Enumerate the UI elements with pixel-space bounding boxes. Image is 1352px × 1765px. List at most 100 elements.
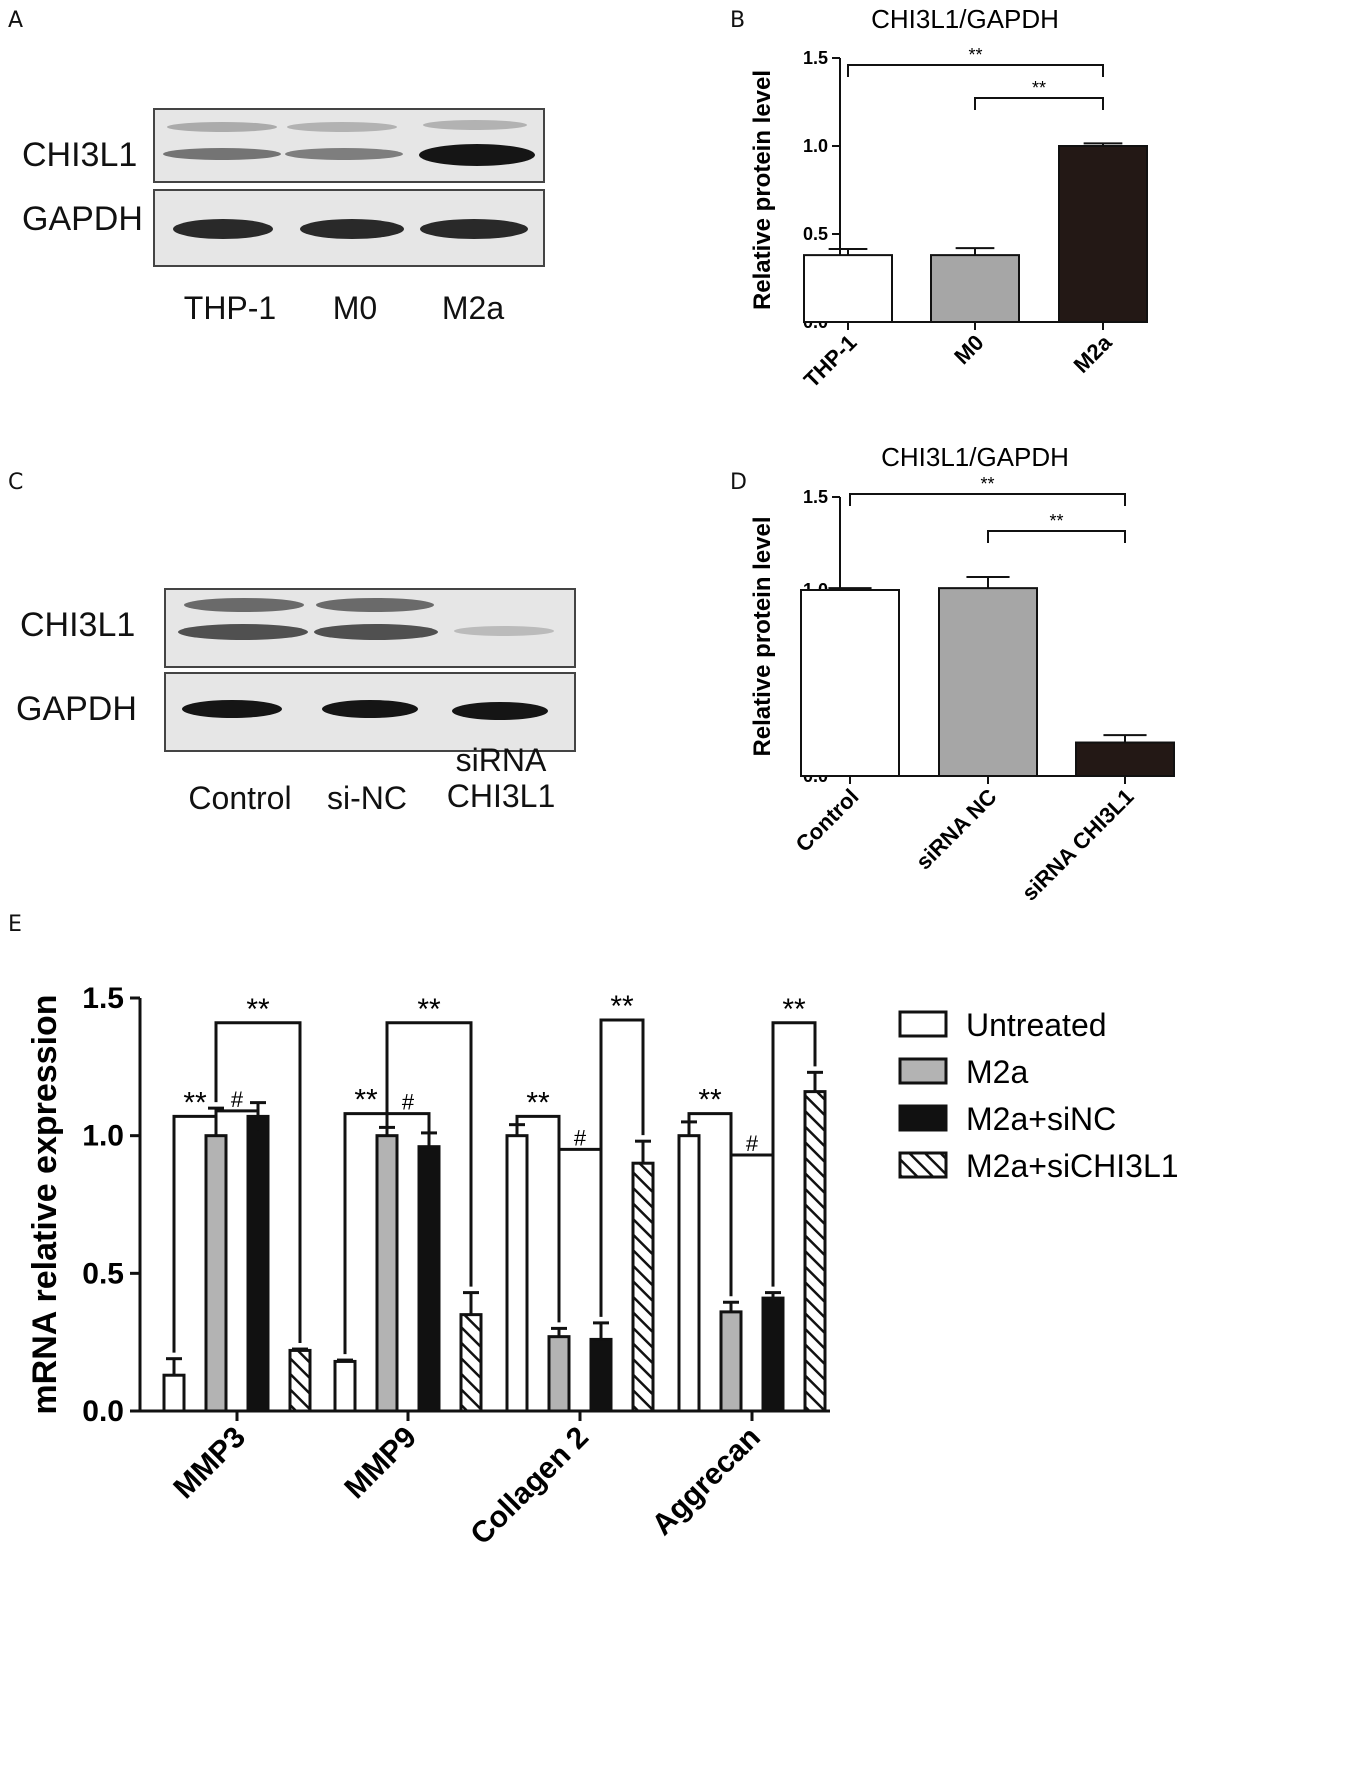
band: [163, 148, 281, 160]
blot-c-gapdh-strip: [164, 672, 576, 752]
band: [316, 598, 434, 612]
bar: [677, 1134, 701, 1413]
legend-swatch: [898, 1151, 948, 1179]
significance-label: #: [574, 1125, 587, 1150]
legend-label: M2a+siNC: [966, 1101, 1116, 1137]
significance-bracket: [687, 1112, 733, 1297]
significance-bracket: [214, 1021, 302, 1344]
band: [287, 122, 397, 132]
band: [419, 144, 535, 166]
y-tick-label: 1.0: [82, 1120, 124, 1153]
band: [184, 598, 304, 612]
blot-c-gapdh-label: GAPDH: [16, 690, 137, 728]
band: [178, 624, 308, 640]
panel-c-letter: C: [8, 470, 24, 495]
legend-label: M2a+siCHI3L1: [966, 1148, 1179, 1184]
panel-b-letter: B: [730, 8, 746, 33]
bar: [333, 1359, 357, 1413]
significance-label: **: [354, 1084, 378, 1117]
bar: [719, 1310, 743, 1413]
significance-bracket: [599, 1018, 645, 1317]
bar: [930, 254, 1020, 323]
significance-label: **: [417, 993, 441, 1026]
bar: [547, 1335, 571, 1413]
y-tick-label: 0.0: [82, 1395, 124, 1428]
bar: [505, 1134, 529, 1413]
significance-bracket: [515, 1114, 561, 1323]
bar: [1058, 145, 1148, 323]
band: [420, 219, 528, 239]
significance-label: #: [231, 1087, 244, 1112]
significance-bracket: [729, 1153, 775, 1175]
lane-label: THP-1: [183, 290, 277, 326]
significance-bracket: [847, 64, 1104, 77]
y-tick-label: 1.5: [82, 982, 124, 1015]
significance-label: **: [698, 1084, 722, 1117]
significance-label: **: [980, 474, 994, 494]
lane-label: Control: [188, 780, 292, 816]
significance-bracket: [849, 493, 1126, 506]
band: [314, 624, 438, 640]
y-axis-label: Relative protein level: [749, 70, 776, 310]
x-tick-label: MMP3: [167, 1421, 252, 1506]
bar: [589, 1337, 613, 1413]
bar: [800, 589, 900, 777]
bar: [761, 1296, 785, 1413]
y-axis-label: Relative protein level: [749, 516, 776, 756]
band: [423, 120, 527, 130]
significance-label: **: [1032, 78, 1046, 98]
panel-d-letter: D: [730, 470, 747, 495]
band: [452, 702, 548, 720]
legend-swatch: [898, 1104, 948, 1132]
lane-label: M0: [332, 290, 378, 326]
band: [285, 148, 403, 160]
band: [167, 122, 277, 132]
band: [322, 700, 418, 718]
legend-swatch: [898, 1057, 948, 1085]
bar: [803, 1090, 827, 1413]
y-tick-label: 0.5: [803, 224, 828, 244]
significance-label: **: [968, 45, 982, 65]
significance-label: #: [746, 1131, 759, 1156]
bar: [459, 1313, 483, 1413]
legend-label: M2a: [966, 1054, 1028, 1090]
legend-swatch: [898, 1010, 948, 1038]
x-tick-label: Aggrecan: [646, 1421, 767, 1542]
panel-a-letter: A: [8, 8, 24, 33]
band: [454, 626, 554, 636]
band: [182, 700, 282, 718]
bar: [162, 1373, 186, 1413]
lane-label: si-NC: [327, 780, 407, 816]
bar: [938, 587, 1038, 777]
significance-label: **: [526, 1086, 550, 1119]
blot-a-gapdh-strip: [153, 189, 545, 267]
x-tick-label: M2a: [1069, 329, 1117, 377]
bar: [417, 1145, 441, 1413]
band: [173, 219, 273, 239]
x-tick-label: siRNA CHI3L1: [1017, 784, 1139, 906]
x-tick-label: M0: [949, 330, 988, 369]
significance-label: **: [183, 1086, 207, 1119]
legend-label: Untreated: [966, 1007, 1107, 1043]
bar: [375, 1134, 399, 1413]
lane-label: M2a: [441, 290, 505, 326]
band: [300, 219, 404, 239]
significance-bracket: [771, 1021, 817, 1287]
y-axis-label: mRNA relative expression: [26, 994, 64, 1414]
x-tick-label: Control: [791, 784, 864, 857]
blot-a-chi3l1-label: CHI3L1: [22, 136, 138, 174]
bar: [1075, 741, 1175, 777]
y-tick-label: 1.0: [803, 136, 828, 156]
bar: [246, 1114, 270, 1413]
blot-a-chi3l1-strip: [153, 108, 545, 183]
blot-c-chi3l1-strip: [164, 588, 576, 668]
significance-label: **: [782, 993, 806, 1026]
y-tick-label: 1.5: [803, 48, 828, 68]
x-tick-label: siRNA NC: [911, 784, 1002, 875]
significance-bracket: [385, 1021, 473, 1287]
panel-e-letter: E: [8, 912, 22, 937]
lane-label: siRNA CHI3L1: [446, 742, 556, 814]
chart-title: CHI3L1/GAPDH: [881, 442, 1069, 472]
significance-label: #: [402, 1090, 415, 1115]
